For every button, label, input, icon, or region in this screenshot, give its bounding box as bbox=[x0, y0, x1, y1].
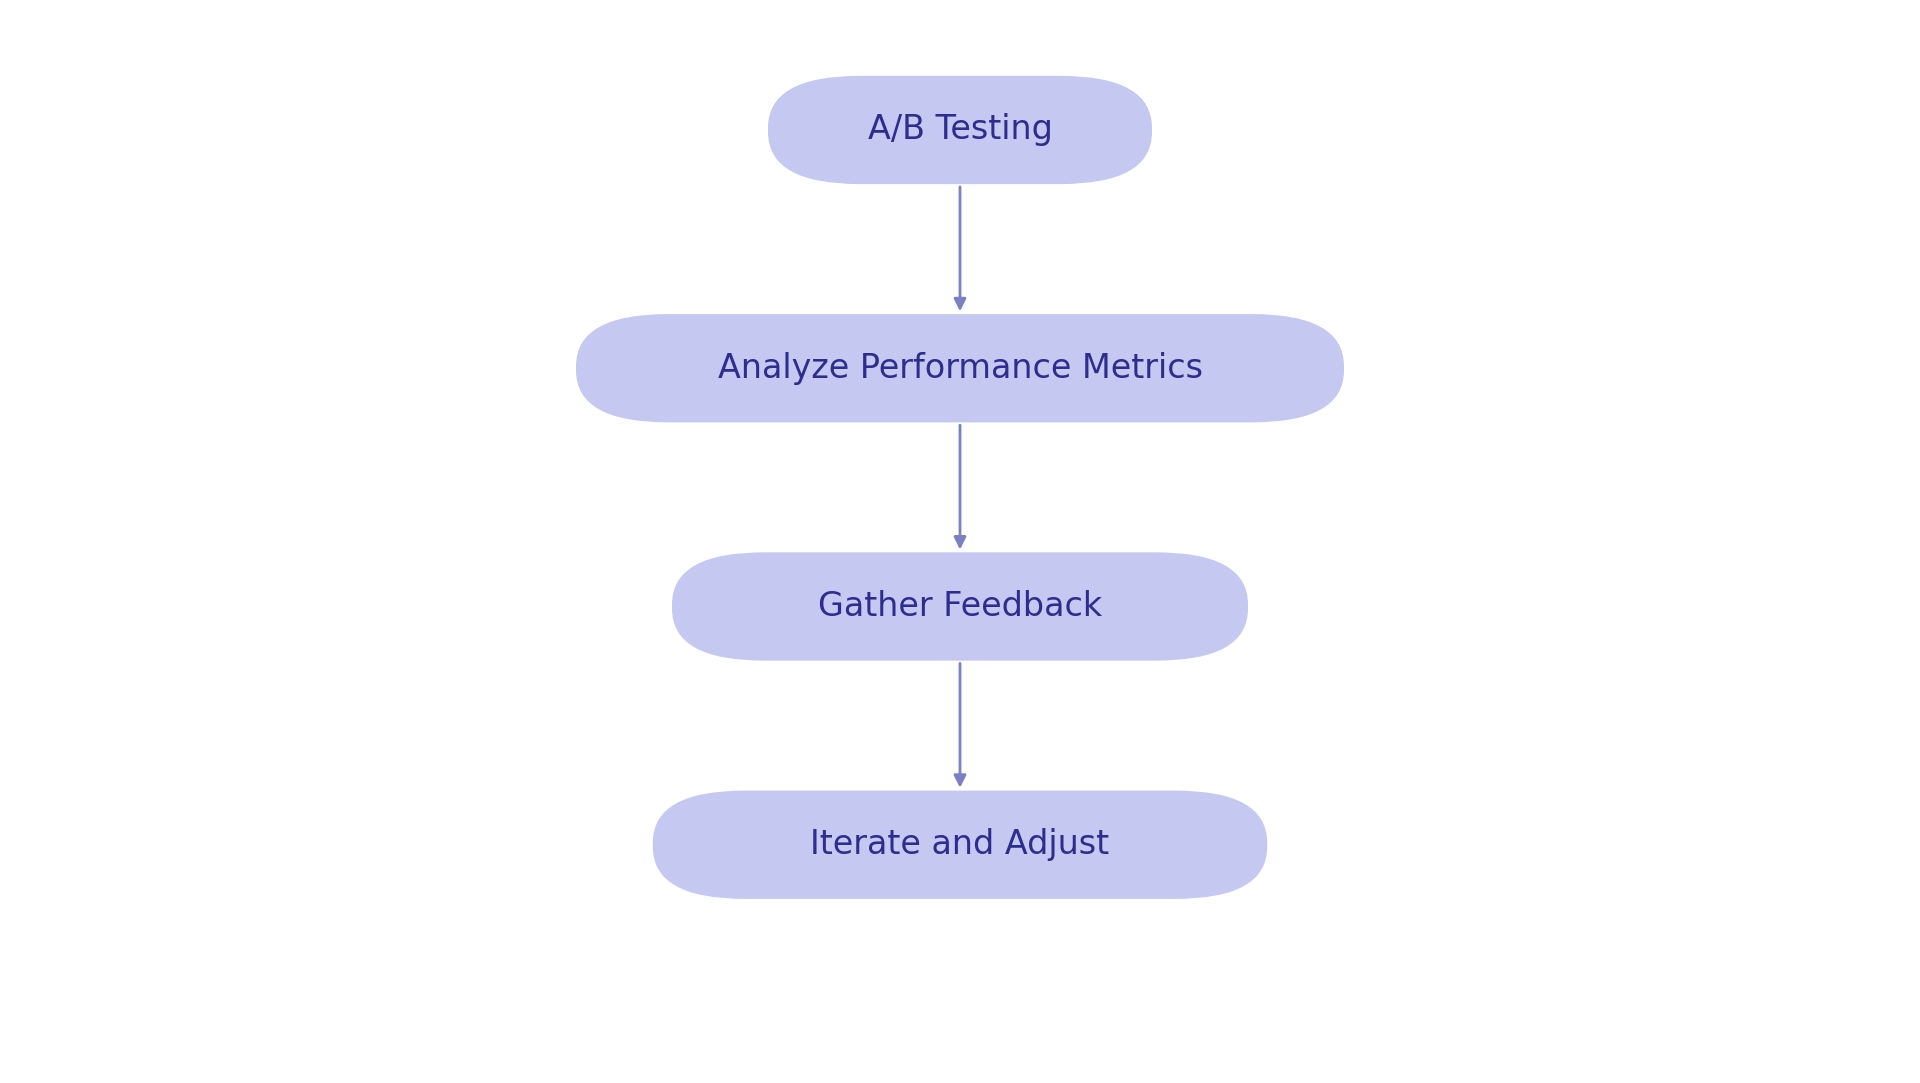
FancyBboxPatch shape bbox=[768, 76, 1152, 184]
Text: Iterate and Adjust: Iterate and Adjust bbox=[810, 828, 1110, 861]
FancyBboxPatch shape bbox=[576, 314, 1344, 422]
Text: Analyze Performance Metrics: Analyze Performance Metrics bbox=[718, 352, 1202, 384]
Text: Gather Feedback: Gather Feedback bbox=[818, 590, 1102, 623]
Text: A/B Testing: A/B Testing bbox=[868, 114, 1052, 146]
FancyBboxPatch shape bbox=[672, 552, 1248, 661]
FancyBboxPatch shape bbox=[653, 791, 1267, 899]
